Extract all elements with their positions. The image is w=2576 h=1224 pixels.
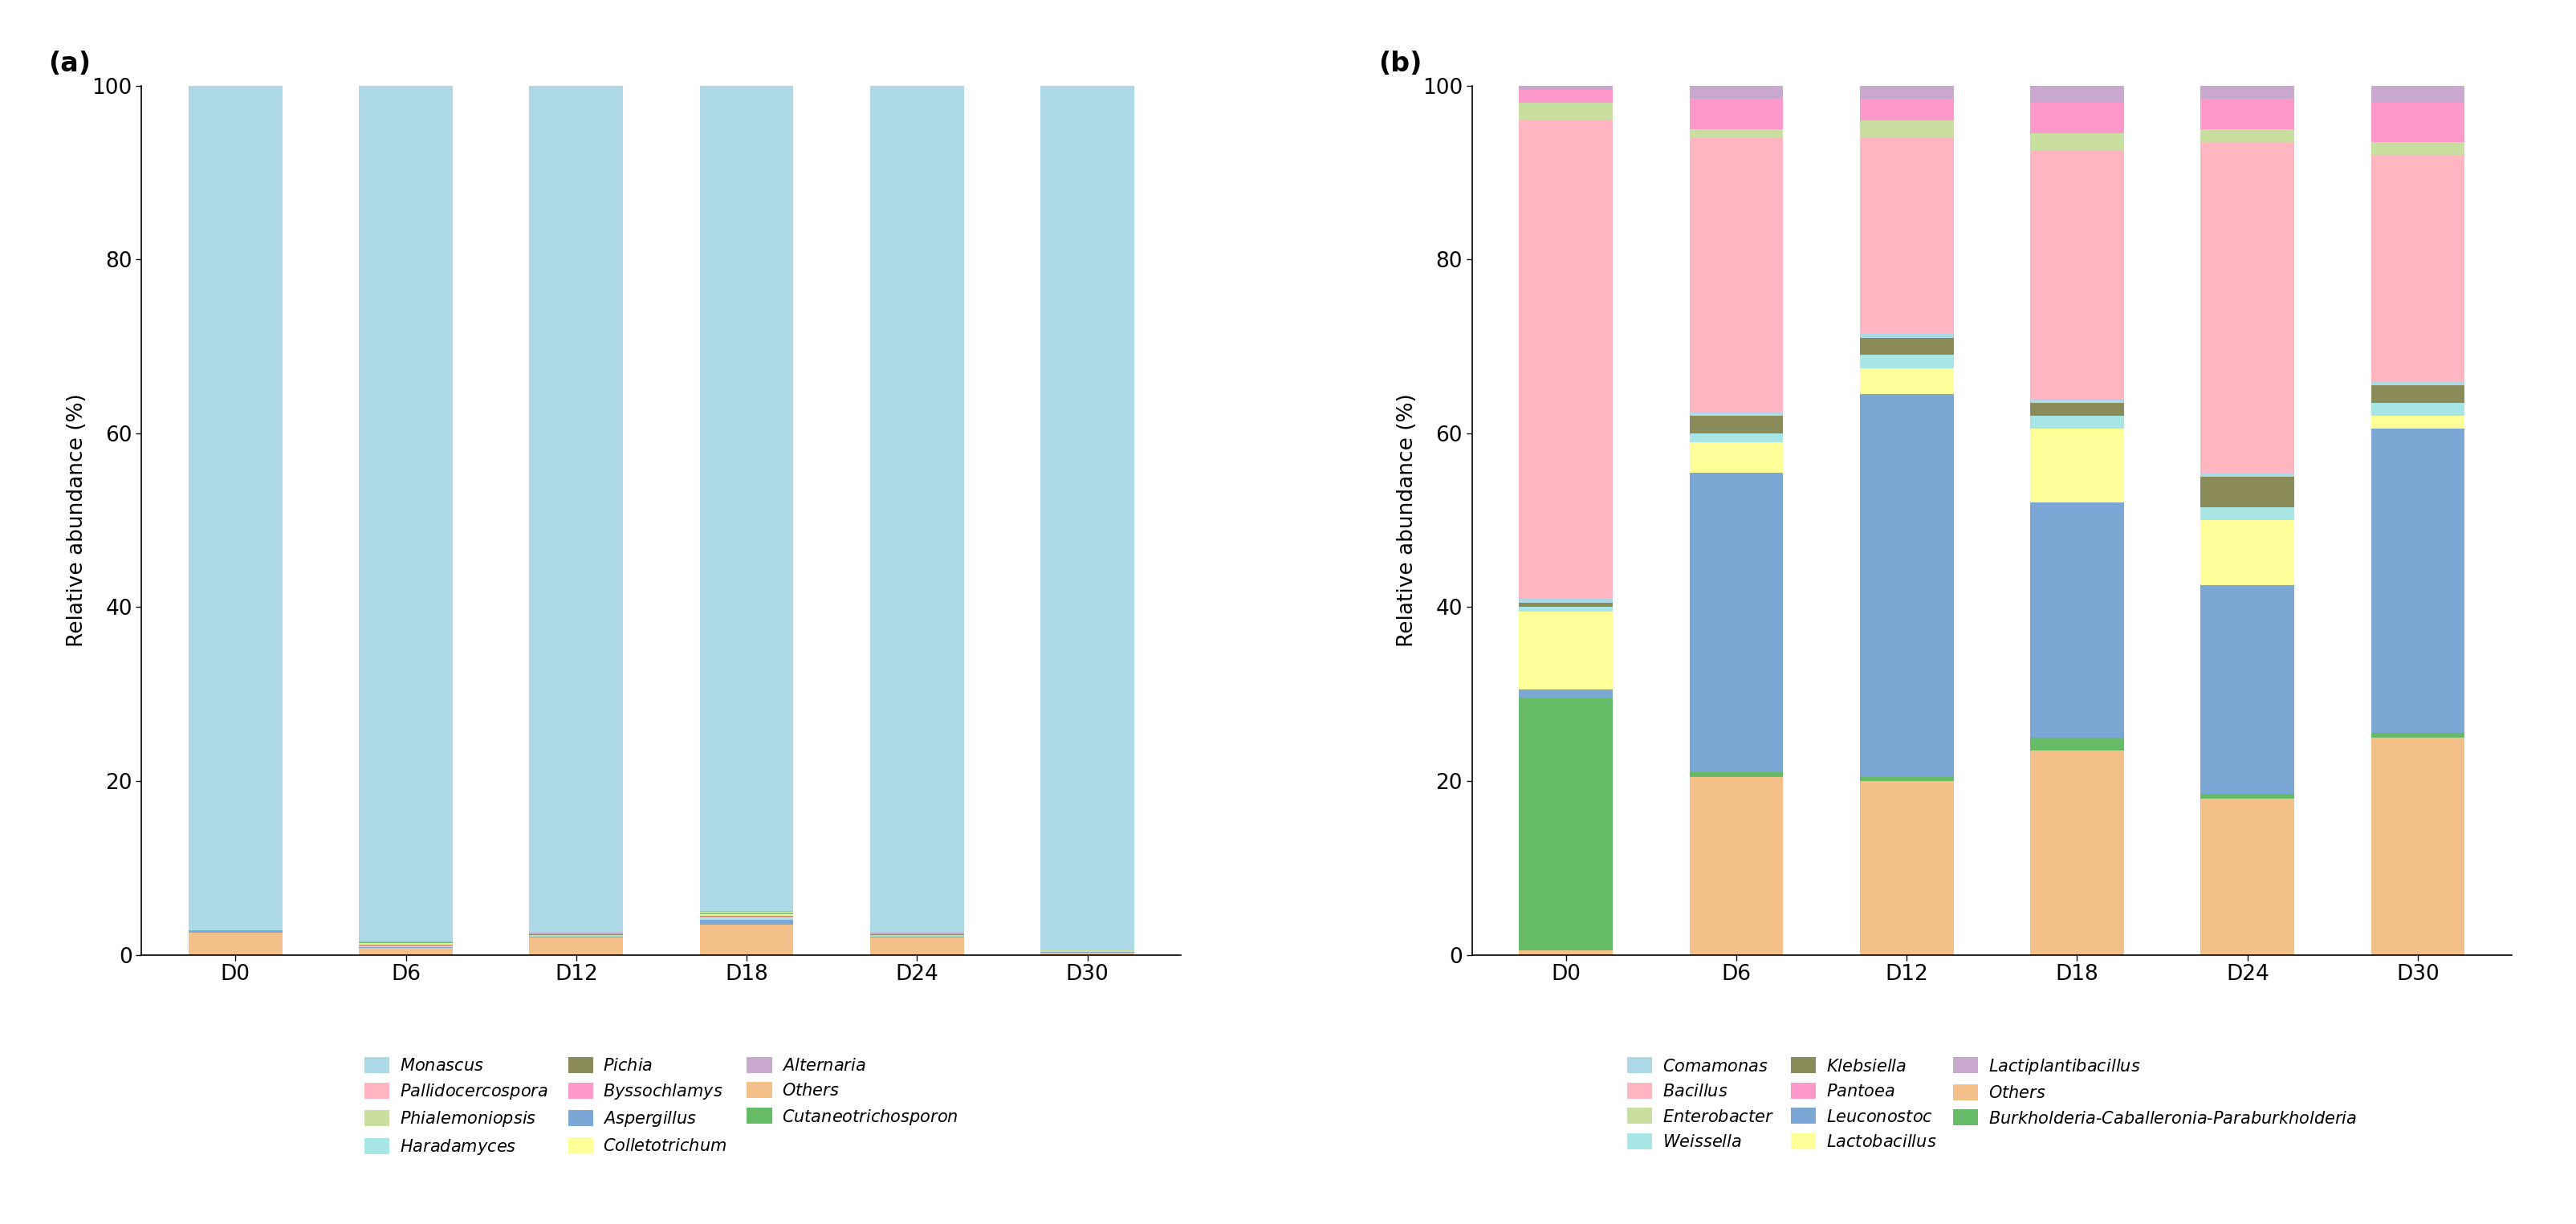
Bar bbox=[358, 947, 453, 955]
Bar bbox=[358, 86, 453, 941]
Bar bbox=[2370, 155, 2465, 381]
Bar bbox=[2030, 416, 2125, 428]
Legend: $\it{Comamonas}$, $\it{Bacillus}$, $\it{Enterobacter}$, $\it{Weissella}$, $\it{K: $\it{Comamonas}$, $\it{Bacillus}$, $\it{… bbox=[1620, 1050, 2362, 1157]
Bar bbox=[1860, 338, 1953, 355]
Bar bbox=[1520, 612, 1613, 689]
Bar bbox=[2030, 399, 2125, 403]
Bar bbox=[1520, 91, 1613, 103]
Bar bbox=[871, 938, 963, 955]
Bar bbox=[1041, 86, 1133, 950]
Bar bbox=[528, 86, 623, 933]
Bar bbox=[1860, 138, 1953, 333]
Bar bbox=[1690, 138, 1783, 411]
Bar bbox=[1690, 472, 1783, 772]
Bar bbox=[871, 86, 963, 933]
Bar bbox=[1860, 368, 1953, 394]
Bar bbox=[2030, 86, 2125, 103]
Bar bbox=[2200, 86, 2295, 99]
Text: (a): (a) bbox=[49, 51, 90, 77]
Bar bbox=[2370, 733, 2465, 737]
Y-axis label: Relative abundance (%): Relative abundance (%) bbox=[1396, 393, 1417, 647]
Text: (b): (b) bbox=[1378, 51, 1422, 77]
Bar bbox=[2200, 130, 2295, 142]
Bar bbox=[2030, 750, 2125, 955]
Bar bbox=[2030, 737, 2125, 750]
Bar bbox=[1860, 355, 1953, 368]
Bar bbox=[2370, 103, 2465, 142]
Bar bbox=[2370, 428, 2465, 733]
Bar bbox=[2030, 151, 2125, 399]
Bar bbox=[2370, 142, 2465, 155]
Bar bbox=[1520, 599, 1613, 602]
Bar bbox=[2030, 403, 2125, 416]
Bar bbox=[1860, 781, 1953, 955]
Bar bbox=[2370, 403, 2465, 416]
Bar bbox=[1860, 120, 1953, 138]
Bar bbox=[1690, 416, 1783, 433]
Bar bbox=[1520, 120, 1613, 599]
Bar bbox=[701, 918, 793, 920]
Bar bbox=[701, 924, 793, 955]
Bar bbox=[2370, 386, 2465, 403]
Bar bbox=[1690, 442, 1783, 472]
Bar bbox=[2030, 103, 2125, 133]
Bar bbox=[1860, 333, 1953, 338]
Bar bbox=[2200, 798, 2295, 955]
Bar bbox=[2200, 472, 2295, 476]
Bar bbox=[1520, 602, 1613, 607]
Bar bbox=[1520, 689, 1613, 699]
Bar bbox=[1690, 99, 1783, 130]
Bar bbox=[2200, 794, 2295, 798]
Bar bbox=[188, 933, 283, 955]
Bar bbox=[528, 938, 623, 955]
Bar bbox=[1520, 699, 1613, 950]
Bar bbox=[188, 86, 283, 929]
Bar bbox=[1860, 394, 1953, 776]
Bar bbox=[1520, 103, 1613, 120]
Bar bbox=[701, 917, 793, 918]
Bar bbox=[1520, 81, 1613, 91]
Bar bbox=[1690, 776, 1783, 955]
Bar bbox=[1520, 607, 1613, 612]
Bar bbox=[2200, 142, 2295, 472]
Bar bbox=[1690, 433, 1783, 442]
Bar bbox=[701, 86, 793, 911]
Bar bbox=[1690, 772, 1783, 776]
Bar bbox=[2200, 507, 2295, 520]
Bar bbox=[2370, 737, 2465, 955]
Bar bbox=[2200, 476, 2295, 507]
Bar bbox=[1520, 950, 1613, 955]
Bar bbox=[188, 930, 283, 933]
Bar bbox=[1690, 411, 1783, 416]
Bar bbox=[1860, 776, 1953, 781]
Y-axis label: Relative abundance (%): Relative abundance (%) bbox=[67, 393, 88, 647]
Bar bbox=[2370, 381, 2465, 386]
Bar bbox=[2200, 99, 2295, 130]
Bar bbox=[1860, 99, 1953, 120]
Bar bbox=[2030, 503, 2125, 737]
Bar bbox=[2200, 585, 2295, 794]
Bar bbox=[2030, 133, 2125, 151]
Bar bbox=[2200, 520, 2295, 585]
Bar bbox=[1041, 953, 1133, 955]
Bar bbox=[2370, 86, 2465, 103]
Legend: $\it{Monascus}$, $\it{Pallidocercospora}$, $\it{Phialemoniopsis}$, $\it{Haradamy: $\it{Monascus}$, $\it{Pallidocercospora}… bbox=[358, 1050, 966, 1163]
Bar bbox=[2370, 416, 2465, 428]
Bar bbox=[1690, 129, 1783, 138]
Bar bbox=[1860, 86, 1953, 99]
Bar bbox=[2030, 428, 2125, 503]
Bar bbox=[701, 914, 793, 916]
Bar bbox=[701, 920, 793, 924]
Bar bbox=[1690, 86, 1783, 99]
